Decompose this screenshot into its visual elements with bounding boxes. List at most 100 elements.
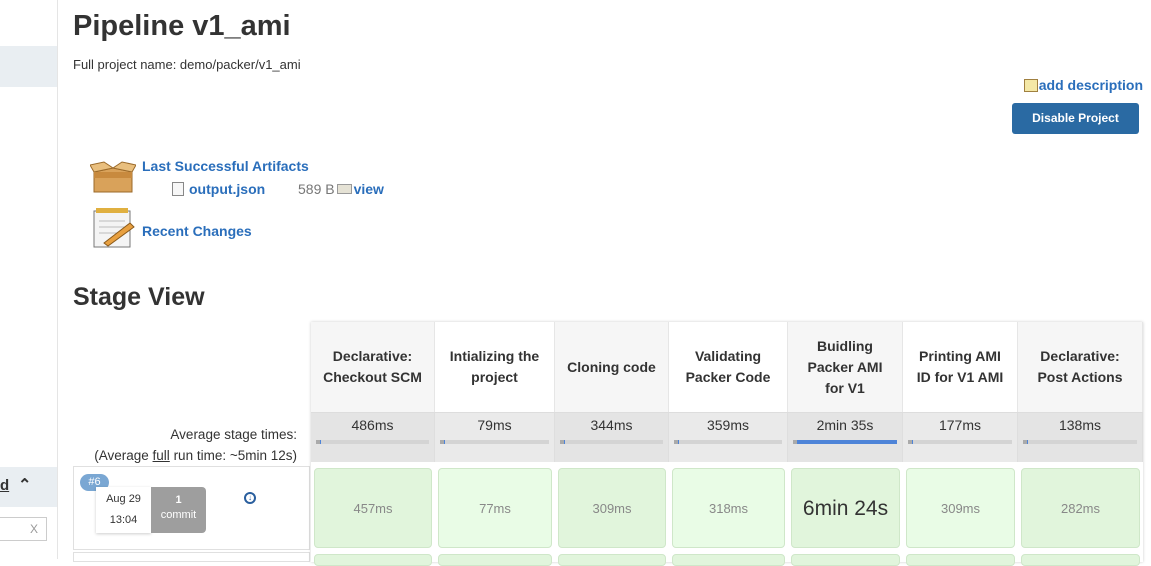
build-number-badge[interactable]: #6 (80, 474, 109, 491)
commit-label: commit (160, 509, 197, 521)
build-row (73, 466, 310, 550)
stage-cell-duration: 6min 24s (802, 497, 889, 520)
stage-progress-fill (564, 440, 565, 444)
edit-note-icon (1023, 79, 1038, 92)
notepad-icon (93, 208, 135, 248)
stage-progress-bar (560, 440, 663, 444)
artifact-size: 589 B (298, 181, 335, 197)
view-icon (336, 184, 352, 194)
package-box-icon (90, 161, 136, 193)
avg-run-text: (Average (94, 448, 153, 463)
stage-cell-duration: 457ms (353, 501, 393, 516)
stage-progress-fill (1027, 440, 1029, 444)
stage-name: Printing AMI ID for V1 AMI (916, 348, 1004, 385)
stage-progress-bar (674, 440, 782, 444)
stage-name: Intializing the project (449, 348, 540, 385)
stage-cell-success[interactable] (438, 554, 552, 566)
stage-cell-success[interactable]: 309ms (906, 468, 1015, 548)
stage-progress-fill (444, 440, 446, 444)
stage-average-time: 359ms (706, 417, 750, 433)
stage-cell-success[interactable] (791, 554, 900, 566)
stage-cell-success[interactable] (314, 554, 432, 566)
add-description-link[interactable]: add description (1023, 77, 1143, 93)
artifact-file-link[interactable]: output.json (189, 181, 266, 197)
stage-cell-success[interactable] (672, 554, 785, 566)
stage-average-time: 79ms (477, 417, 512, 433)
stage-header: Cloning code (555, 322, 669, 412)
commit-count: 1 (175, 494, 182, 506)
stage-cell-success[interactable] (558, 554, 666, 566)
stage-cell-duration: 77ms (479, 501, 511, 516)
download-icon[interactable]: ↓ (244, 492, 256, 504)
stage-average: 138ms (1018, 412, 1143, 462)
clear-filter-icon[interactable]: X (29, 522, 38, 536)
add-description-label: add description (1038, 77, 1143, 93)
stage-header: Declarative: Post Actions (1018, 322, 1143, 412)
stage-progress-fill (797, 440, 897, 444)
stage-column: Cloning code 344ms 309ms (555, 322, 669, 566)
stage-header: Printing AMI ID for V1 AMI (903, 322, 1018, 412)
stage-progress-bar (1023, 440, 1137, 444)
stage-cell-duration: 318ms (708, 501, 749, 516)
avg-run-time: run time: ~5min 12s) (169, 448, 297, 463)
stage-cell-duration: 309ms (592, 501, 632, 516)
stage-cell-duration: 309ms (940, 501, 981, 516)
stage-cell-success[interactable]: 309ms (558, 468, 666, 548)
full-run-link[interactable]: full (152, 448, 170, 463)
stage-progress-fill (320, 440, 322, 444)
stage-progress-fill (912, 440, 913, 444)
stage-average: 344ms (555, 412, 669, 462)
stage-view-title: Stage View (73, 283, 205, 311)
stage-column: Intializing the project 79ms 77ms (435, 322, 555, 566)
file-icon (172, 182, 184, 196)
stage-average-time: 344ms (590, 417, 633, 433)
stage-header: Intializing the project (435, 322, 555, 412)
stage-progress-bar (316, 440, 429, 444)
page-title: Pipeline v1_ami (73, 10, 291, 42)
stage-average: 79ms (435, 412, 555, 462)
stage-cell-success[interactable]: 6min 24s (791, 468, 900, 548)
stage-cell-success[interactable] (1021, 554, 1140, 566)
chevron-up-icon[interactable]: ⌃ (18, 477, 32, 494)
stage-column: Buidling Packer AMI for V1 2min 35s 6min… (788, 322, 903, 566)
build-date: Aug 29 13:04 (96, 487, 151, 533)
artifact-view-link[interactable]: view (353, 181, 384, 197)
recent-changes-link[interactable]: Recent Changes (142, 223, 252, 239)
stage-cell-success[interactable]: 457ms (314, 468, 432, 548)
stage-header: Declarative: Checkout SCM (311, 322, 435, 412)
sidebar: d ⌃ X (0, 0, 58, 559)
stage-cell-success[interactable] (906, 554, 1015, 566)
stage-name: Declarative: Checkout SCM (323, 348, 422, 385)
stage-average-time: 2min 35s (816, 417, 874, 433)
disable-project-button[interactable]: Disable Project (1012, 103, 1139, 134)
sidebar-item-active[interactable] (0, 46, 57, 87)
stage-progress-bar (908, 440, 1012, 444)
stage-average: 486ms (311, 412, 435, 462)
stage-progress-fill (678, 440, 680, 444)
stage-average: 359ms (669, 412, 788, 462)
stage-cell-success[interactable]: 318ms (672, 468, 785, 548)
last-successful-artifacts-link[interactable]: Last Successful Artifacts (142, 158, 309, 174)
stage-name: Validating Packer Code (685, 348, 771, 385)
stage-average-time: 138ms (1058, 417, 1102, 433)
build-history-header[interactable]: d ⌃ (0, 467, 57, 507)
stage-cell-success[interactable]: 77ms (438, 468, 552, 548)
build-row (73, 552, 310, 562)
stage-column: Declarative: Post Actions 138ms 282ms (1018, 322, 1143, 566)
stage-average: 177ms (903, 412, 1018, 462)
commits-button[interactable]: 1 commit (151, 487, 206, 533)
full-project-name: Full project name: demo/packer/v1_ami (73, 57, 301, 72)
average-stage-times-label: Average stage times: (Average full run t… (75, 424, 297, 466)
build-history-label[interactable]: d (0, 477, 10, 494)
build-filter-input[interactable]: X (0, 517, 47, 541)
stage-name: Buidling Packer AMI for V1 (807, 337, 883, 396)
stage-cell-success[interactable]: 282ms (1021, 468, 1140, 548)
stage-name: Cloning code (567, 358, 656, 375)
stage-header: Buidling Packer AMI for V1 (788, 322, 903, 412)
build-date-time: 13:04 (109, 514, 138, 526)
stage-average-time: 486ms (351, 417, 394, 433)
stage-progress-bar (793, 440, 897, 444)
stage-cell-duration: 282ms (1060, 501, 1101, 516)
stage-header: Validating Packer Code (669, 322, 788, 412)
build-date-day: Aug 29 (106, 493, 141, 505)
